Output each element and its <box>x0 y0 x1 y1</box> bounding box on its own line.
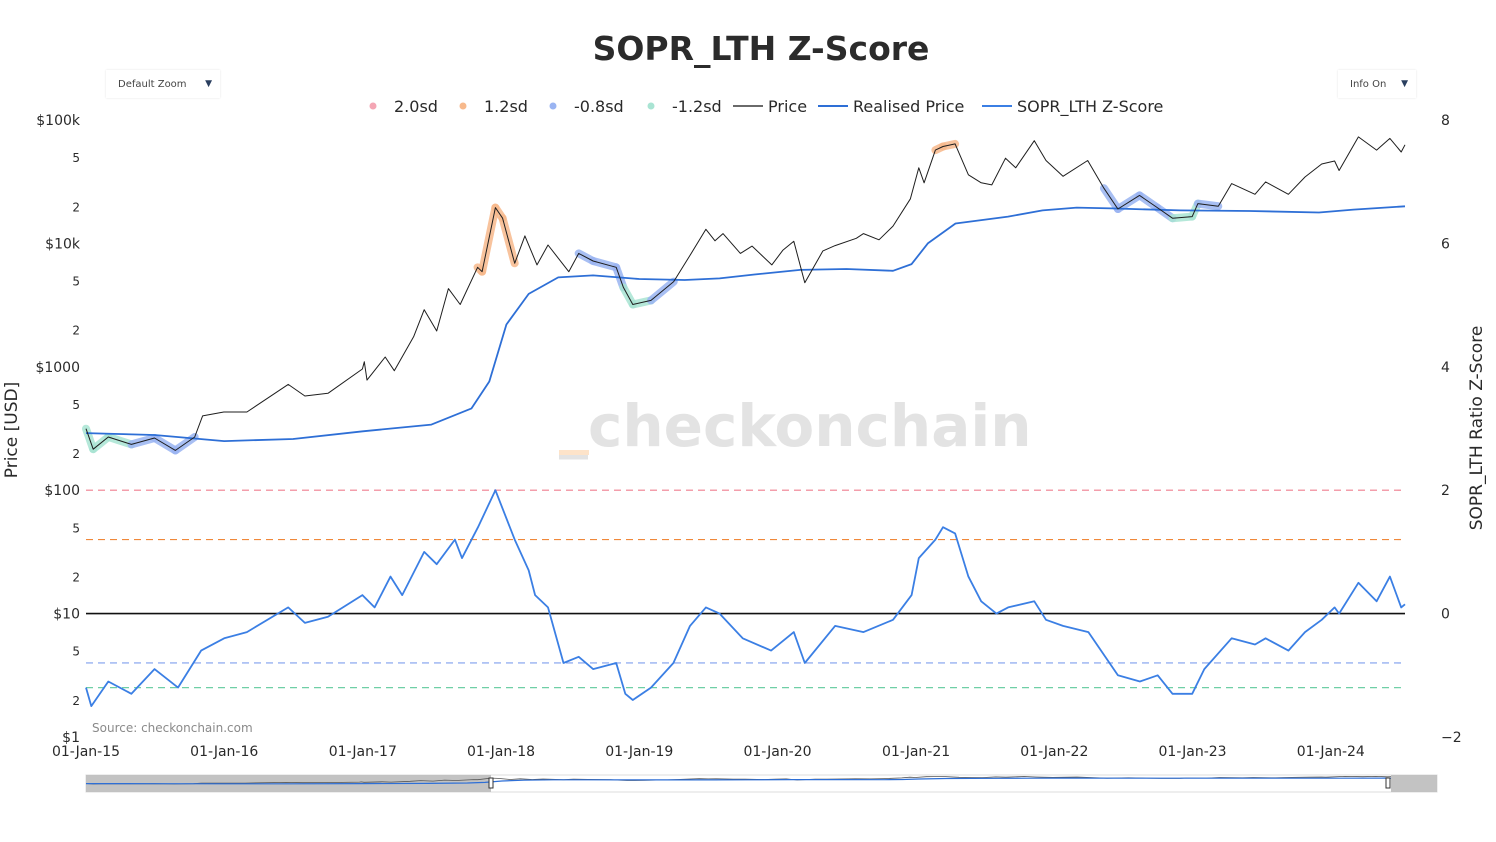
realised-price-line <box>85 205 1406 443</box>
y-left-tick-label: 2 <box>72 200 80 214</box>
y-left-tick-label: 2 <box>72 694 80 708</box>
legend-label: -1.2sd <box>672 97 722 116</box>
y-right-tick-label: 2 <box>1441 483 1450 499</box>
zoom-dropdown-label: Default Zoom <box>118 78 187 90</box>
y-left-tick-label: 2 <box>72 570 80 584</box>
source-note: Source: checkonchain.com <box>92 721 253 735</box>
y-left-tick-label: $10 <box>53 607 80 623</box>
y-left-tick-label: 2 <box>72 324 80 338</box>
range-slider-handle-right[interactable] <box>1385 777 1391 789</box>
range-slider-preview <box>85 775 1392 785</box>
y-right-tick-label: 6 <box>1441 236 1450 252</box>
legend-label: Realised Price <box>853 97 964 116</box>
legend-label: 2.0sd <box>394 97 438 116</box>
legend[interactable]: 2.0sd 1.2sd -0.8sd -1.2sd Price Realised Pric… <box>369 97 1164 117</box>
y-right-tick-label: 0 <box>1441 607 1450 623</box>
y-right-tick-label: 8 <box>1441 113 1450 129</box>
price-line <box>85 136 1406 451</box>
legend-marker-icon <box>459 102 467 110</box>
y-left-tick-label: $10k <box>45 236 81 252</box>
y-axis-right-title: SOPR_LTH Ratio Z-Score <box>1467 326 1487 531</box>
legend-item--1-2sd[interactable]: -1.2sd <box>647 97 722 116</box>
z-score-line <box>85 489 1406 707</box>
left-axis-ticks: $1 2 5 $10 2 5 $100 2 5 $1000 2 5 $10k 2 5 $100k <box>35 113 80 746</box>
x-tick-label: 01-Jan-15 <box>52 744 120 760</box>
legend-item-realised-price[interactable]: Realised Price <box>818 97 964 116</box>
y-axis-left-title: Price [USD] <box>2 382 22 478</box>
info-dropdown-label: Info On <box>1350 78 1387 90</box>
y-left-tick-label: 2 <box>72 447 80 461</box>
x-tick-label: 01-Jan-22 <box>1020 744 1088 760</box>
legend-marker-icon <box>549 102 557 110</box>
x-tick-label: 01-Jan-19 <box>605 744 673 760</box>
x-tick-label: 01-Jan-17 <box>329 744 397 760</box>
legend-label: -0.8sd <box>574 97 624 116</box>
y-right-tick-label: 4 <box>1441 360 1450 376</box>
y-left-tick-label: 5 <box>72 645 80 659</box>
info-dropdown[interactable]: Info On ▼ <box>1338 70 1416 98</box>
legend-item-2-0sd[interactable]: 2.0sd <box>369 97 438 116</box>
band-lines <box>86 489 1405 689</box>
range-slider-mask-right <box>1391 775 1437 792</box>
chevron-down-icon: ▼ <box>205 79 212 89</box>
y-left-tick-label: $1 <box>62 730 80 746</box>
zoom-dropdown[interactable]: Default Zoom ▼ <box>106 70 220 98</box>
y-left-tick-label: 5 <box>72 521 80 535</box>
y-left-tick-label: 5 <box>72 398 80 412</box>
chevron-down-icon: ▼ <box>1401 79 1408 89</box>
x-tick-label: 01-Jan-20 <box>743 744 811 760</box>
legend-item-1-2sd[interactable]: 1.2sd <box>459 97 528 116</box>
range-slider[interactable] <box>85 774 1438 793</box>
range-slider-handle-left[interactable] <box>488 777 494 789</box>
y-left-tick-label: 5 <box>72 275 80 289</box>
x-tick-label: 01-Jan-16 <box>190 744 258 760</box>
chart-title: SOPR_LTH Z-Score <box>593 29 930 68</box>
x-tick-label: 01-Jan-23 <box>1159 744 1227 760</box>
series-layer <box>82 136 1406 707</box>
x-tick-label: 01-Jan-21 <box>882 744 950 760</box>
slider-realised-line <box>85 777 1392 785</box>
x-tick-label: 01-Jan-24 <box>1297 744 1365 760</box>
legend-marker-icon <box>647 102 655 110</box>
y-left-tick-label: $100k <box>36 113 81 129</box>
legend-label: 1.2sd <box>484 97 528 116</box>
legend-label: Price <box>768 97 807 116</box>
legend-item-price[interactable]: Price <box>733 97 807 116</box>
y-left-tick-label: 5 <box>72 151 80 165</box>
watermark-underscore-accent <box>559 450 589 455</box>
y-right-tick-label: −2 <box>1441 730 1462 746</box>
legend-label: SOPR_LTH Z-Score <box>1017 97 1163 117</box>
watermark: _checkonchain <box>559 392 1032 460</box>
y-left-tick-label: $1000 <box>35 360 80 376</box>
right-axis-ticks: −2 0 2 4 6 8 <box>1441 113 1462 746</box>
x-tick-label: 01-Jan-18 <box>467 744 535 760</box>
legend-marker-icon <box>369 102 377 110</box>
x-axis-ticks: 01-Jan-15 01-Jan-16 01-Jan-17 01-Jan-18 01-J… <box>52 744 1365 760</box>
legend-item-sopr-lth-z-score[interactable]: SOPR_LTH Z-Score <box>982 97 1163 117</box>
y-left-tick-label: $100 <box>44 483 80 499</box>
legend-item--0-8sd[interactable]: -0.8sd <box>549 97 624 116</box>
